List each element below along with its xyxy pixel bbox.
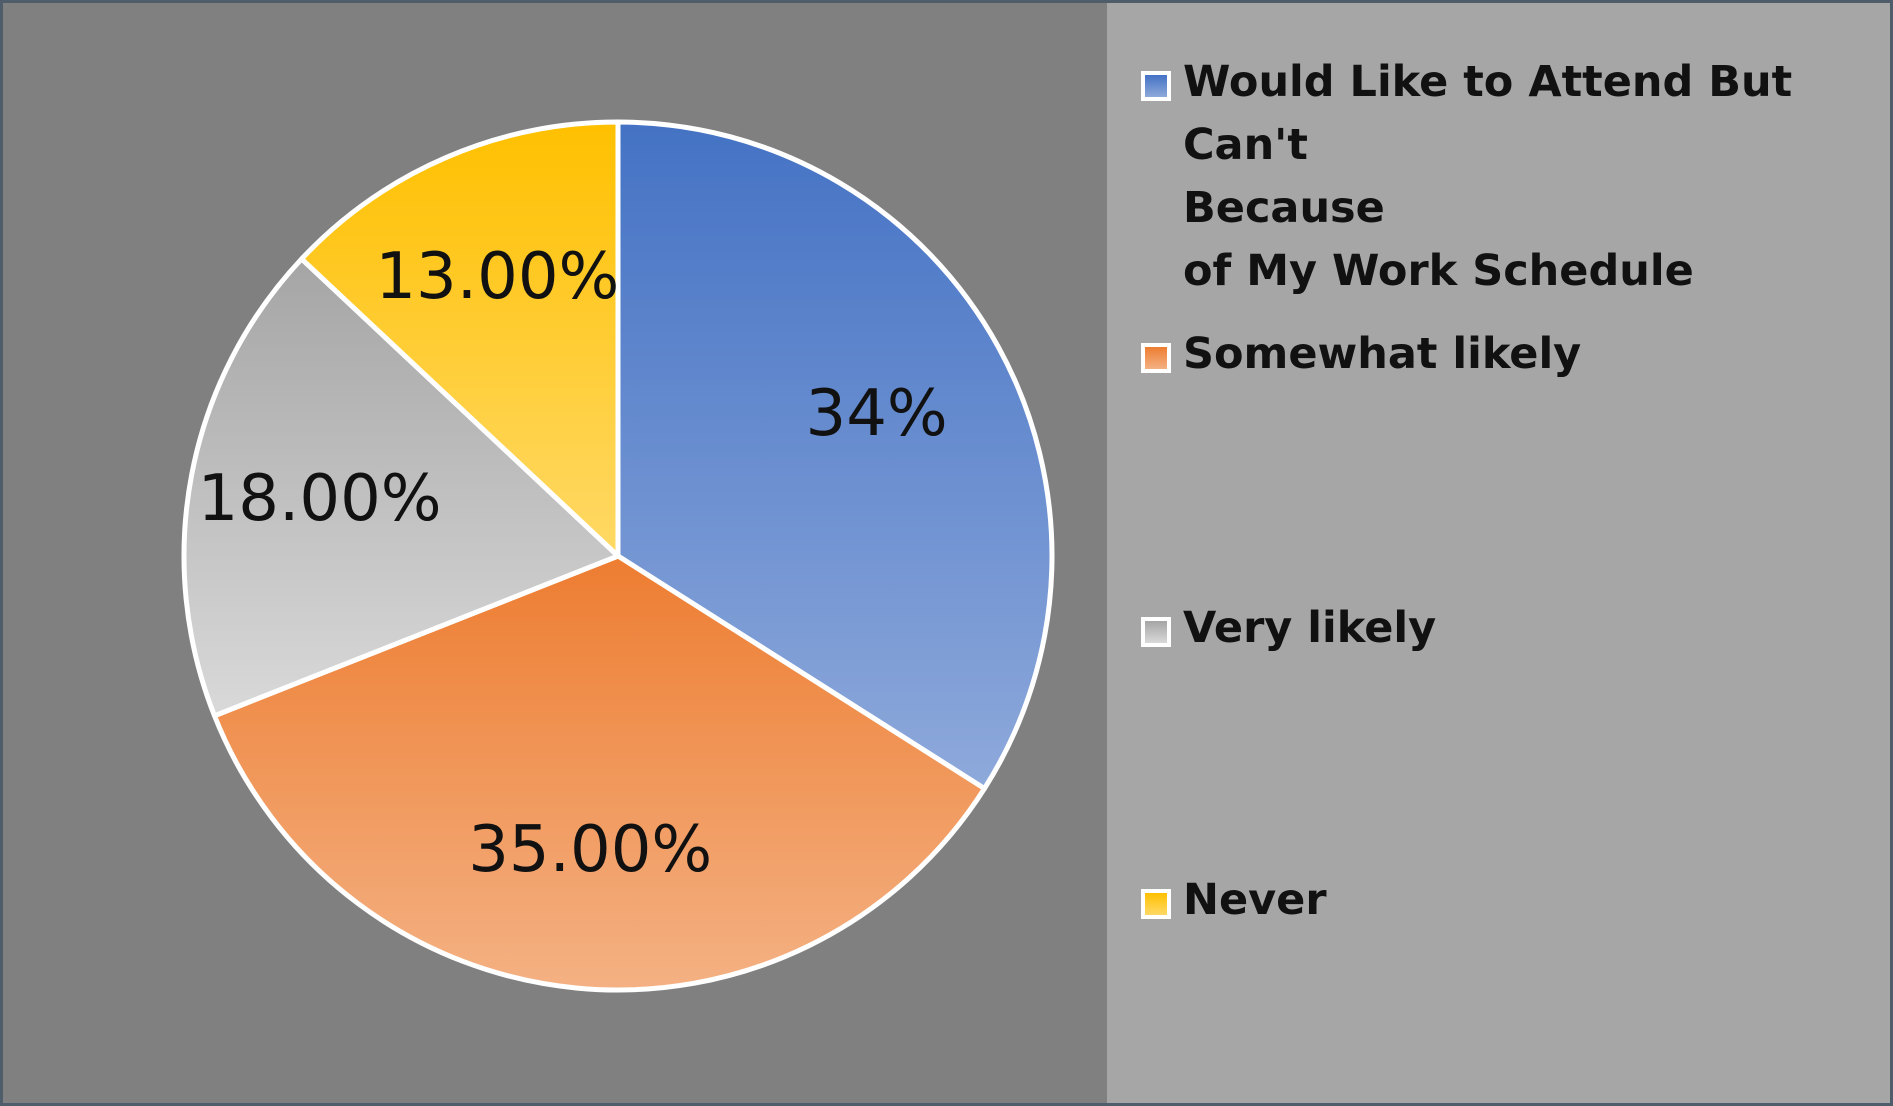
- data-label-work-schedule: 34%: [805, 377, 947, 451]
- legend-label: Would Like to Attend But Can't Because o…: [1183, 57, 1793, 296]
- legend-swatch-orange: [1141, 343, 1171, 373]
- legend-item-work-schedule: Would Like to Attend But Can't Because o…: [1141, 51, 1883, 303]
- pie-slices: [181, 119, 1055, 993]
- pie-slice-somewhat-likely: [211, 553, 987, 993]
- legend-label: Somewhat likely: [1183, 329, 1582, 379]
- legend-swatch-yellow: [1141, 889, 1171, 919]
- legend-item-somewhat-likely: Somewhat likely: [1141, 323, 1883, 386]
- legend-label: Never: [1183, 875, 1327, 925]
- legend-swatch-gray: [1141, 617, 1171, 647]
- pie-chart: 34% 35.00% 18.00% 13.00%: [181, 119, 1055, 993]
- data-label-never: 13.00%: [375, 240, 619, 314]
- legend-panel: [1107, 3, 1890, 1103]
- legend-label: Very likely: [1183, 603, 1437, 653]
- data-label-very-likely: 18.00%: [198, 462, 442, 536]
- pie-data-labels: 34% 35.00% 18.00% 13.00%: [198, 240, 948, 887]
- legend-item-never: Never: [1141, 869, 1883, 932]
- data-label-somewhat-likely: 35.00%: [468, 813, 712, 887]
- pie-slice-very-likely: [181, 256, 621, 719]
- legend-item-very-likely: Very likely: [1141, 597, 1883, 660]
- legend-swatch-blue: [1141, 71, 1171, 101]
- pie-slice-never: [299, 119, 621, 559]
